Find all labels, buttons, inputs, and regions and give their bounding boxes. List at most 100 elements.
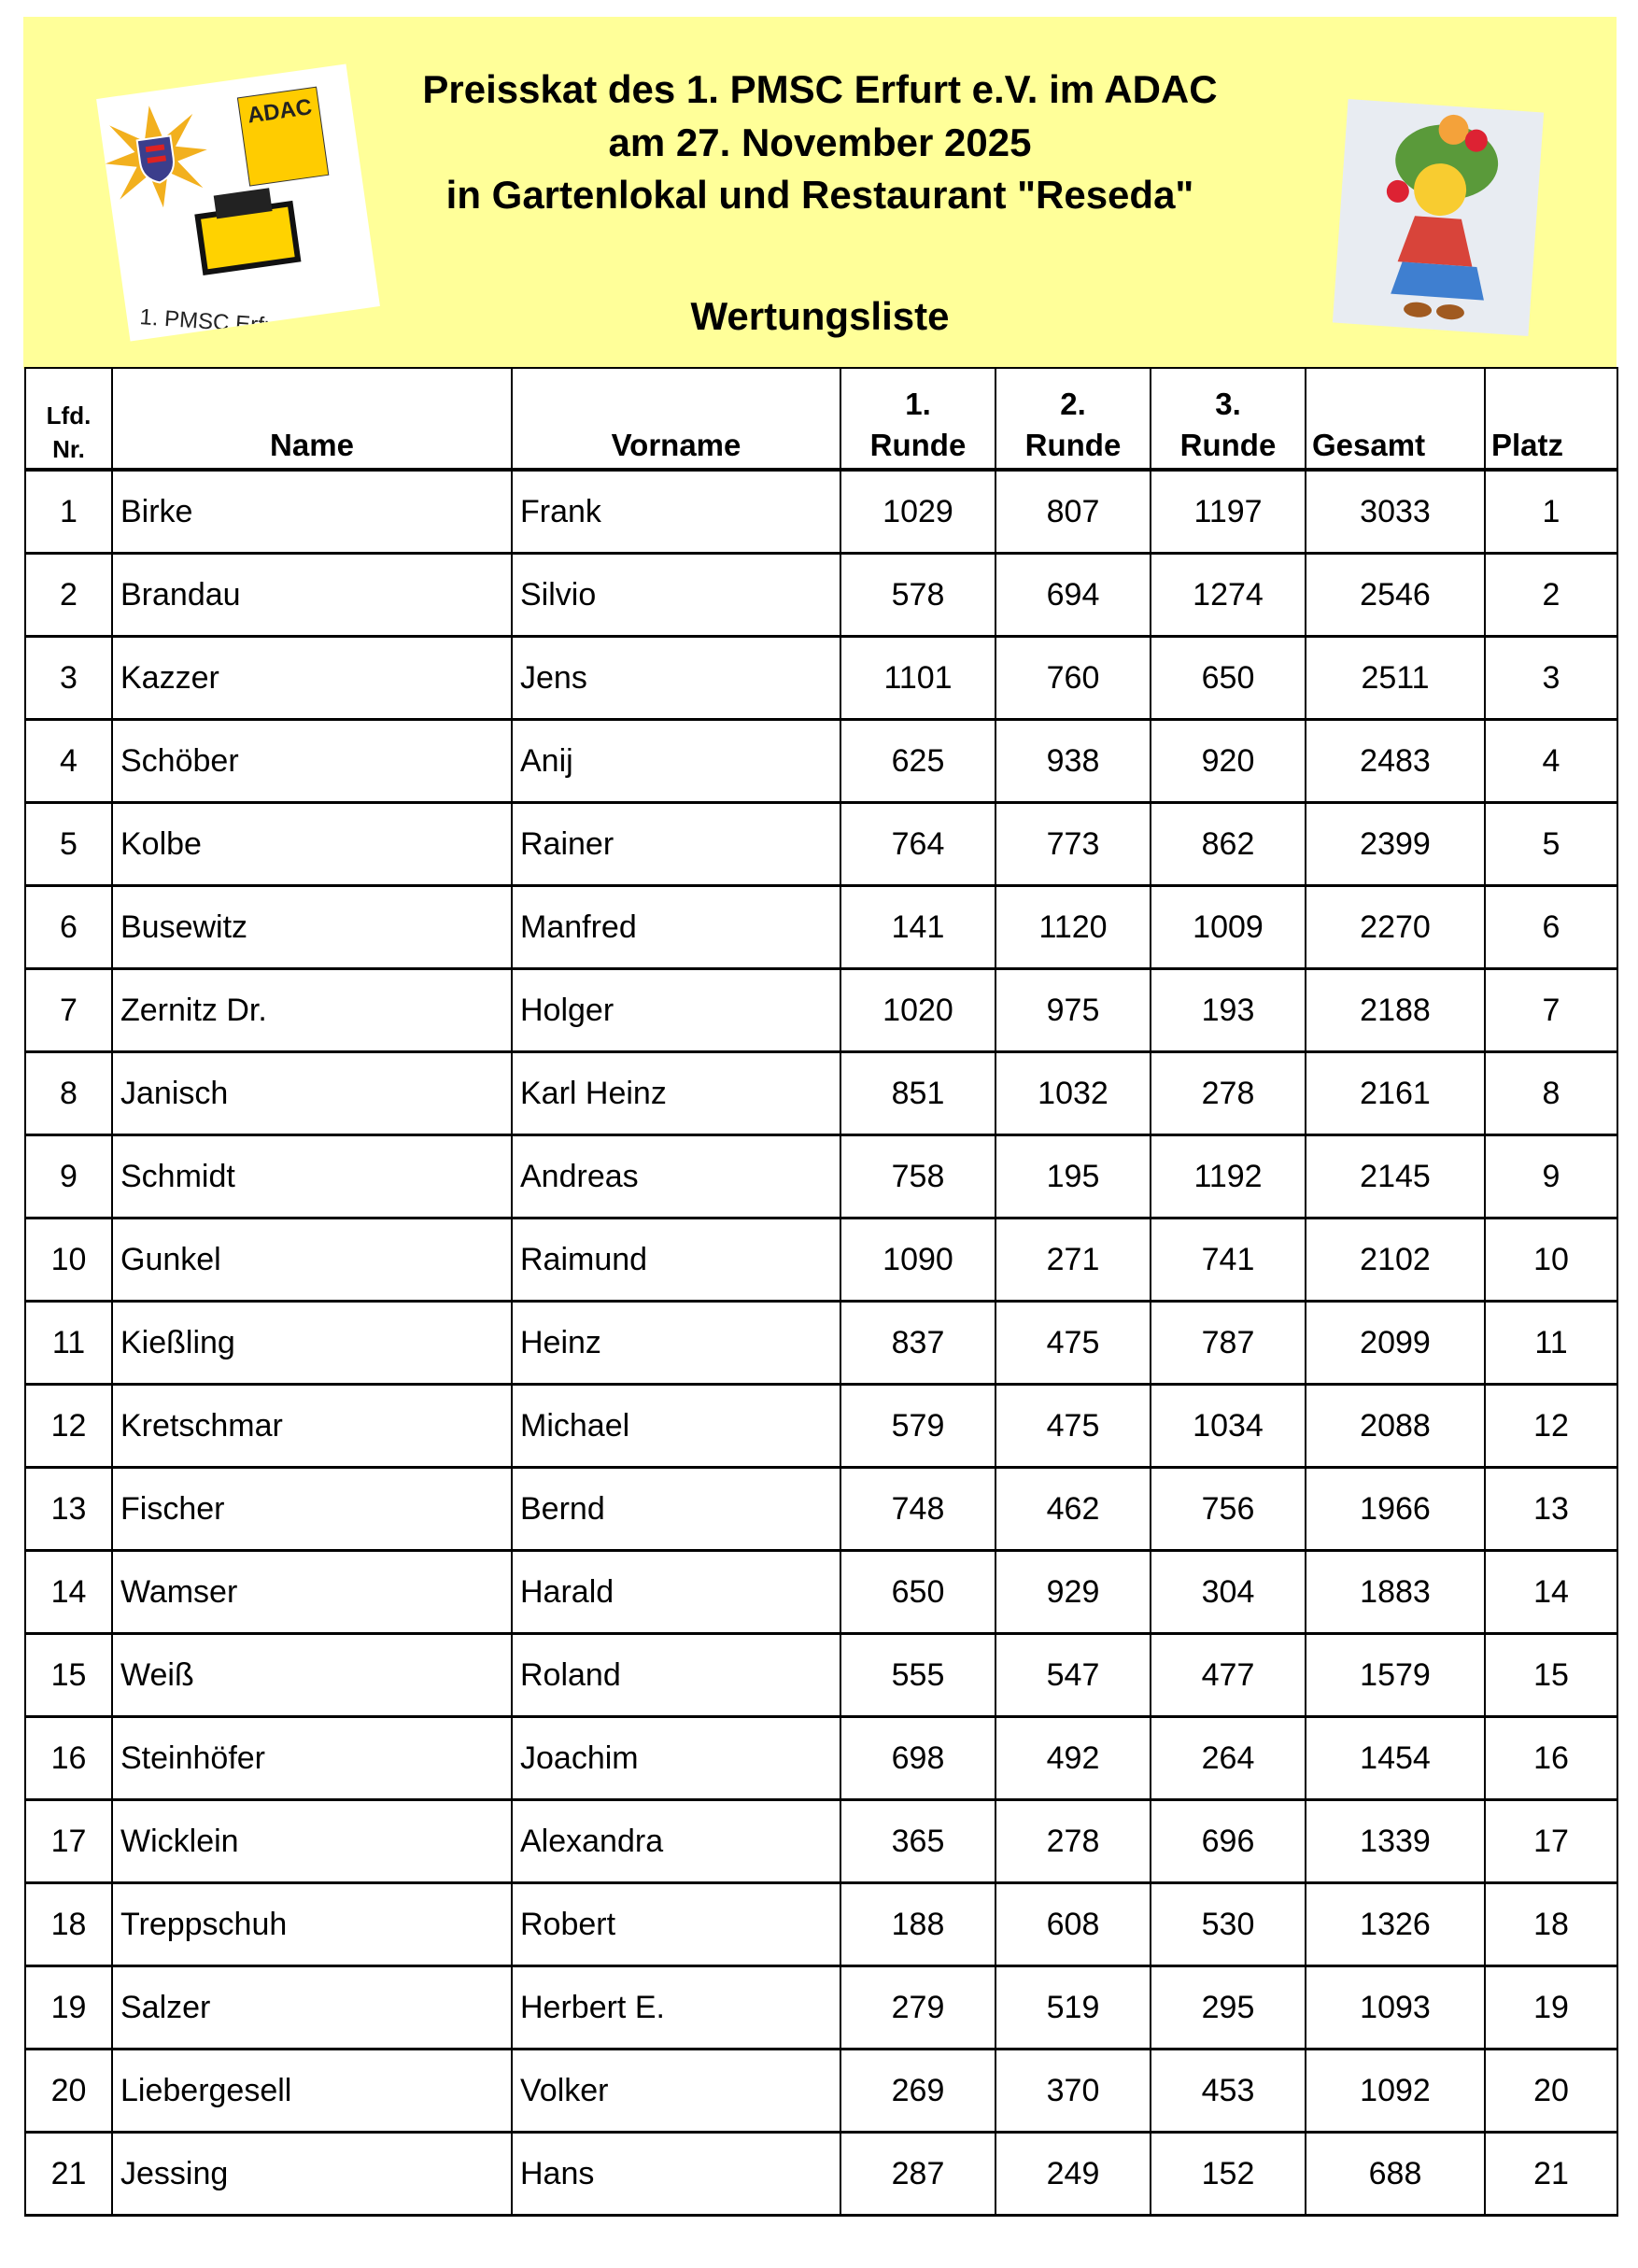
header-name: Name (111, 367, 513, 471)
cell-platz: 6 (1484, 884, 1618, 970)
cell-vorname: Harald (511, 1549, 841, 1635)
cell-name: Kolbe (111, 801, 513, 887)
cell-r3: 453 (1150, 2048, 1306, 2134)
table-row: 13 Fischer Bernd 748 462 756 1966 13 (24, 1466, 1618, 1552)
cell-nr: 7 (24, 967, 113, 1053)
results-table: Lfd. Nr. Name Vorname 1. Runde 2. Runde 3. R… (24, 367, 1618, 2217)
table-row: 4 Schöber Anij 625 938 920 2483 4 (24, 718, 1618, 804)
cell-r3: 741 (1150, 1217, 1306, 1303)
cell-vorname: Joachim (511, 1715, 841, 1801)
table-row: 5 Kolbe Rainer 764 773 862 2399 5 (24, 801, 1618, 887)
cell-r2: 271 (995, 1217, 1151, 1303)
cell-vorname: Frank (511, 469, 841, 555)
cell-gesamt: 2270 (1305, 884, 1486, 970)
cell-nr: 18 (24, 1881, 113, 1967)
table-row: 10 Gunkel Raimund 1090 271 741 2102 10 (24, 1217, 1618, 1303)
cell-r2: 519 (995, 1965, 1151, 2050)
cell-vorname: Robert (511, 1881, 841, 1967)
cell-r2: 1032 (995, 1050, 1151, 1136)
table-header-row: Lfd. Nr. Name Vorname 1. Runde 2. Runde 3. R… (24, 367, 1618, 471)
cell-platz: 12 (1484, 1383, 1618, 1469)
cell-r3: 193 (1150, 967, 1306, 1053)
cell-name: Wamser (111, 1549, 513, 1635)
table-row: 3 Kazzer Jens 1101 760 650 2511 3 (24, 635, 1618, 721)
cell-r2: 278 (995, 1798, 1151, 1884)
cell-vorname: Roland (511, 1632, 841, 1718)
cell-nr: 9 (24, 1134, 113, 1219)
cell-name: Salzer (111, 1965, 513, 2050)
cell-vorname: Herbert E. (511, 1965, 841, 2050)
cell-r3: 787 (1150, 1300, 1306, 1386)
cell-gesamt: 1326 (1305, 1881, 1486, 1967)
cell-vorname: Rainer (511, 801, 841, 887)
table-row: 16 Steinhöfer Joachim 698 492 264 1454 16 (24, 1715, 1618, 1801)
cell-vorname: Heinz (511, 1300, 841, 1386)
header-runde-2: 2. Runde (995, 367, 1151, 471)
cell-r3: 920 (1150, 718, 1306, 804)
cell-r3: 1009 (1150, 884, 1306, 970)
cell-gesamt: 2483 (1305, 718, 1486, 804)
cell-r2: 694 (995, 552, 1151, 638)
cell-vorname: Karl Heinz (511, 1050, 841, 1136)
table-row: 17 Wicklein Alexandra 365 278 696 1339 17 (24, 1798, 1618, 1884)
cell-gesamt: 2399 (1305, 801, 1486, 887)
table-row: 9 Schmidt Andreas 758 195 1192 2145 9 (24, 1134, 1618, 1219)
cell-name: Weiß (111, 1632, 513, 1718)
cell-r1: 141 (840, 884, 996, 970)
table-row: 20 Liebergesell Volker 269 370 453 1092 20 (24, 2048, 1618, 2134)
cell-r2: 807 (995, 469, 1151, 555)
cell-r1: 698 (840, 1715, 996, 1801)
cell-name: Schöber (111, 718, 513, 804)
cell-r2: 1120 (995, 884, 1151, 970)
cell-r3: 295 (1150, 1965, 1306, 2050)
cell-vorname: Silvio (511, 552, 841, 638)
cell-platz: 18 (1484, 1881, 1618, 1967)
cell-gesamt: 688 (1305, 2131, 1486, 2217)
cell-nr: 13 (24, 1466, 113, 1552)
cell-vorname: Manfred (511, 884, 841, 970)
cell-r1: 650 (840, 1549, 996, 1635)
cell-platz: 14 (1484, 1549, 1618, 1635)
table-row: 12 Kretschmar Michael 579 475 1034 2088 12 (24, 1383, 1618, 1469)
cell-name: Gunkel (111, 1217, 513, 1303)
cell-name: Busewitz (111, 884, 513, 970)
cell-platz: 7 (1484, 967, 1618, 1053)
cell-platz: 9 (1484, 1134, 1618, 1219)
cell-r1: 758 (840, 1134, 996, 1219)
cell-r2: 773 (995, 801, 1151, 887)
cell-r3: 278 (1150, 1050, 1306, 1136)
cell-name: Wicklein (111, 1798, 513, 1884)
cell-platz: 5 (1484, 801, 1618, 887)
header-gesamt: Gesamt (1305, 367, 1486, 471)
cell-nr: 10 (24, 1217, 113, 1303)
cell-gesamt: 1339 (1305, 1798, 1486, 1884)
cell-r1: 578 (840, 552, 996, 638)
cell-gesamt: 2088 (1305, 1383, 1486, 1469)
cell-r2: 462 (995, 1466, 1151, 1552)
cell-nr: 19 (24, 1965, 113, 2050)
cell-platz: 8 (1484, 1050, 1618, 1136)
table-row: 19 Salzer Herbert E. 279 519 295 1093 19 (24, 1965, 1618, 2050)
cell-r1: 1090 (840, 1217, 996, 1303)
cell-gesamt: 2099 (1305, 1300, 1486, 1386)
cell-name: Kretschmar (111, 1383, 513, 1469)
cell-r2: 938 (995, 718, 1151, 804)
cell-vorname: Andreas (511, 1134, 841, 1219)
cell-gesamt: 2546 (1305, 552, 1486, 638)
cell-r1: 1029 (840, 469, 996, 555)
cell-platz: 1 (1484, 469, 1618, 555)
cell-r1: 1020 (840, 967, 996, 1053)
cell-nr: 11 (24, 1300, 113, 1386)
cell-r1: 764 (840, 801, 996, 887)
title-line-3: in Gartenlokal und Restaurant "Reseda" (445, 173, 1194, 217)
cell-r3: 530 (1150, 1881, 1306, 1967)
cell-platz: 10 (1484, 1217, 1618, 1303)
cell-r3: 1197 (1150, 469, 1306, 555)
cell-platz: 2 (1484, 552, 1618, 638)
cell-name: Steinhöfer (111, 1715, 513, 1801)
cell-vorname: Anij (511, 718, 841, 804)
cell-platz: 17 (1484, 1798, 1618, 1884)
cell-gesamt: 2145 (1305, 1134, 1486, 1219)
cell-name: Kazzer (111, 635, 513, 721)
title-line-1: Preisskat des 1. PMSC Erfurt e.V. im ADA… (422, 67, 1218, 111)
